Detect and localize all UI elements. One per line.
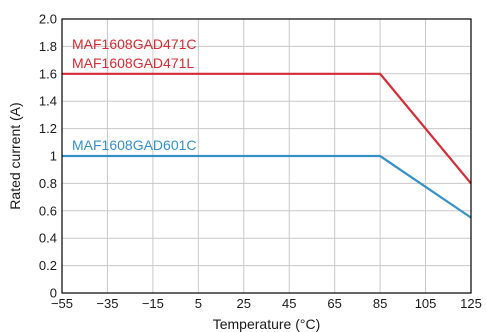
y-tick-label-7: 1.4 [39, 94, 57, 109]
x-tick-label-8: 105 [415, 296, 437, 311]
series-label-0-1: MAF1608GAD471L [72, 55, 194, 71]
x-axis-title: Temperature (°C) [213, 316, 321, 332]
series-line-1 [62, 154, 472, 219]
y-tick-label-4: 0.8 [39, 176, 57, 191]
y-axis-ticks: 0 0.2 0.4 0.6 0.8 1 1.2 1.4 1.6 1.8 2.0 [39, 12, 57, 301]
y-tick-label-0: 0 [50, 286, 57, 301]
y-tick-label-10: 2.0 [39, 12, 57, 27]
series-label-0-0: MAF1608GAD471C [72, 36, 197, 52]
series-lines [62, 72, 472, 219]
x-tick-label-6: 65 [327, 296, 341, 311]
x-tick-label-2: −15 [142, 296, 164, 311]
y-tick-label-1: 0.2 [39, 258, 57, 273]
y-tick-label-9: 1.8 [39, 39, 57, 54]
plot-frame [61, 18, 472, 294]
x-tick-label-4: 25 [237, 296, 251, 311]
y-tick-label-3: 0.6 [39, 203, 57, 218]
x-tick-label-5: 45 [282, 296, 296, 311]
series-line-0 [62, 72, 472, 185]
y-tick-label-2: 0.4 [39, 231, 57, 246]
y-tick-label-5: 1 [50, 149, 57, 164]
y-axis-title: Rated current (A) [7, 102, 23, 209]
x-axis-ticks: −55 −35 −15 5 25 45 65 85 105 125 [51, 296, 482, 311]
x-tick-label-1: −35 [96, 296, 118, 311]
x-tick-label-3: 5 [195, 296, 202, 311]
series-labels: MAF1608GAD471C MAF1608GAD471L MAF1608GAD60… [72, 36, 197, 153]
y-tick-label-8: 1.6 [39, 66, 57, 81]
x-tick-label-0: −55 [51, 296, 73, 311]
x-tick-label-9: 125 [460, 296, 482, 311]
x-tick-label-7: 85 [373, 296, 387, 311]
series-label-1-0: MAF1608GAD601C [72, 137, 197, 153]
y-tick-label-6: 1.2 [39, 121, 57, 136]
